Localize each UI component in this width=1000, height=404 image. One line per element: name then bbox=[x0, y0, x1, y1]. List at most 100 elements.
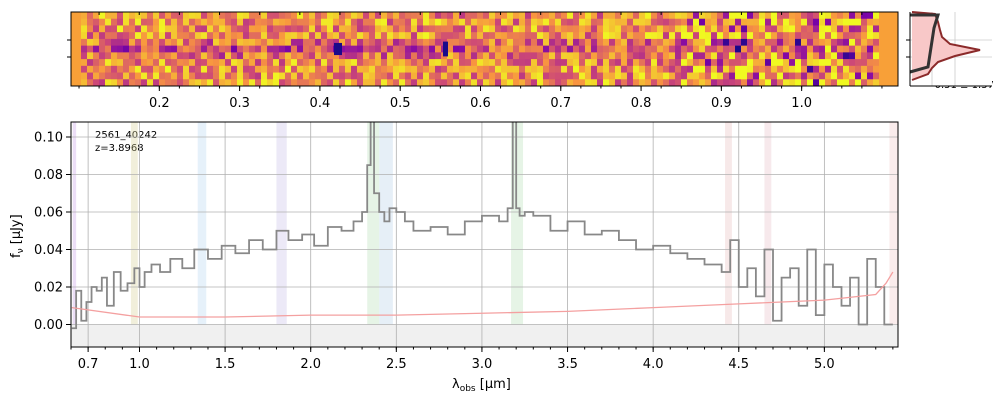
heatmap-cell bbox=[549, 65, 555, 74]
heatmap-cell bbox=[207, 45, 213, 53]
heatmap-cell bbox=[693, 52, 699, 60]
heatmap-cell bbox=[723, 32, 729, 40]
heatmap-cell bbox=[273, 52, 279, 60]
heatmap-cell bbox=[717, 72, 723, 80]
heatmap-cell bbox=[117, 38, 123, 47]
heatmap-cell bbox=[135, 18, 141, 26]
heatmap-cell bbox=[285, 59, 291, 67]
heatmap-cell bbox=[435, 59, 441, 67]
heatmap-cell bbox=[717, 79, 723, 87]
heatmap-cell bbox=[231, 12, 237, 20]
heatmap-cell bbox=[735, 79, 741, 87]
heatmap-cell bbox=[393, 79, 399, 87]
heatmap-cell bbox=[699, 52, 705, 60]
heatmap-cell bbox=[855, 65, 861, 74]
heatmap-cell bbox=[261, 59, 267, 67]
heatmap-cell bbox=[207, 59, 213, 67]
heatmap-cell bbox=[579, 79, 585, 87]
heatmap-cell bbox=[705, 18, 711, 26]
y-axis-label-unit: [μJy] bbox=[9, 214, 24, 248]
heatmap-cell bbox=[669, 18, 675, 26]
heatmap-cell bbox=[81, 32, 87, 40]
heatmap-cell bbox=[783, 25, 789, 33]
heatmap-cell bbox=[423, 65, 429, 74]
heatmap-cell bbox=[711, 32, 717, 40]
heatmap-cell bbox=[723, 18, 729, 26]
heatmap-cell bbox=[753, 79, 759, 87]
heatmap-cell bbox=[639, 32, 645, 40]
heatmap-cell bbox=[195, 25, 201, 33]
heatmap-cell bbox=[399, 72, 405, 80]
heatmap-cell bbox=[741, 18, 747, 26]
heatmap-cell bbox=[507, 65, 513, 74]
heatmap-cell bbox=[363, 12, 369, 20]
heatmap-cell bbox=[735, 12, 741, 20]
heatmap-cell bbox=[651, 32, 657, 40]
line-band bbox=[725, 122, 732, 347]
heatmap-cell bbox=[711, 79, 717, 87]
heatmap-cell bbox=[351, 79, 357, 87]
heatmap-cell bbox=[549, 52, 555, 60]
heatmap-cell bbox=[663, 52, 669, 60]
heatmap-cell bbox=[585, 38, 591, 47]
heatmap-cell bbox=[765, 52, 771, 60]
heatmap-cell bbox=[177, 12, 183, 20]
heatmap-cell bbox=[87, 65, 93, 74]
heatmap-cell bbox=[93, 65, 99, 74]
heatmap-cell bbox=[531, 72, 537, 80]
heatmap-cell bbox=[705, 52, 711, 60]
heatmap-cell bbox=[753, 45, 759, 53]
heatmap-cell bbox=[549, 32, 555, 40]
heatmap-cell bbox=[201, 72, 207, 80]
heatmap-cell bbox=[777, 45, 783, 53]
heatmap-cell bbox=[843, 38, 849, 47]
heatmap-cell bbox=[849, 38, 855, 47]
heatmap-cell bbox=[249, 72, 255, 80]
heatmap-cell bbox=[825, 18, 831, 26]
heatmap-cell bbox=[831, 52, 837, 60]
heatmap-cell bbox=[555, 79, 561, 87]
heatmap-cell bbox=[627, 72, 633, 80]
heatmap-cell bbox=[309, 59, 315, 67]
heatmap-cell bbox=[147, 72, 153, 80]
heatmap-cell bbox=[369, 72, 375, 80]
heatmap-cell bbox=[267, 25, 273, 33]
heatmap-cell bbox=[273, 18, 279, 26]
heatmap-cell bbox=[393, 12, 399, 20]
heatmap-cell bbox=[675, 38, 681, 47]
heatmap-cell bbox=[225, 79, 231, 87]
heatmap-cell bbox=[159, 18, 165, 26]
heatmap-cell bbox=[519, 18, 525, 26]
heatmap-cell bbox=[753, 52, 759, 60]
heatmap-cell bbox=[387, 32, 393, 40]
heatmap-cell bbox=[693, 18, 699, 26]
heatmap-cell bbox=[561, 65, 567, 74]
heatmap-cell bbox=[561, 59, 567, 67]
heatmap-cell bbox=[357, 12, 363, 20]
heatmap-cell bbox=[837, 18, 843, 26]
heatmap-cell bbox=[723, 38, 729, 47]
heatmap-cell bbox=[123, 38, 129, 47]
line-band bbox=[511, 122, 524, 347]
heatmap-cell bbox=[723, 52, 729, 60]
y-tick-label: 0.04 bbox=[34, 243, 63, 258]
heatmap-cell bbox=[237, 45, 243, 53]
heatmap-cell bbox=[591, 18, 597, 26]
heatmap-cell bbox=[255, 79, 261, 87]
heatmap-cell bbox=[459, 25, 465, 33]
heatmap-cell bbox=[267, 59, 273, 67]
heatmap-cell bbox=[447, 45, 453, 53]
heatmap-cell bbox=[201, 79, 207, 87]
heatmap-cell bbox=[669, 72, 675, 80]
heatmap-cell bbox=[807, 72, 813, 80]
heatmap-cell bbox=[303, 59, 309, 67]
heatmap-cell bbox=[183, 45, 189, 53]
redshift-label: z=3.8968 bbox=[95, 143, 144, 154]
heatmap-cell bbox=[639, 25, 645, 33]
heatmap-cell bbox=[537, 38, 543, 47]
heatmap-cell bbox=[261, 52, 267, 60]
heatmap-cell bbox=[93, 32, 99, 40]
heatmap-cell bbox=[543, 52, 549, 60]
heatmap-cell bbox=[267, 32, 273, 40]
